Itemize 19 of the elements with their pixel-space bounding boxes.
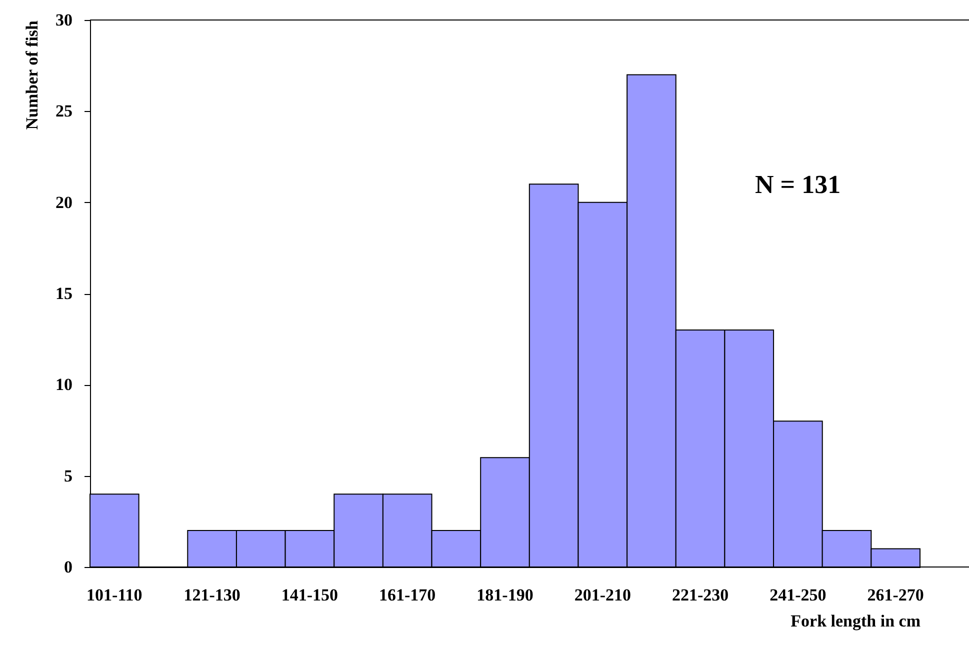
y-axis-title: Number of fish (22, 20, 42, 130)
x-axis-title: Fork length in cm (790, 612, 920, 630)
y-tick-label: 10 (56, 375, 72, 394)
y-tick-label: 0 (64, 558, 72, 576)
y-tick-label: 15 (56, 284, 72, 303)
x-tick-label: 181-190 (476, 586, 534, 604)
x-tick-label: 121-130 (184, 586, 240, 604)
y-tick-label: 5 (64, 466, 72, 486)
y-tick-label: 20 (56, 192, 72, 212)
x-tick-label: 101-110 (86, 586, 142, 604)
x-tick-label: 201-210 (574, 586, 631, 604)
x-tick-label: 161-170 (379, 586, 436, 604)
x-tick-label: 221-230 (672, 586, 729, 604)
annotation: N = 131 (755, 170, 841, 199)
x-tick-label: 141-150 (281, 586, 338, 604)
y-tick-label: 25 (56, 102, 72, 121)
x-tick-label: 261-270 (867, 586, 924, 604)
y-tick-label: 30 (56, 10, 72, 30)
x-tick-label: 241-250 (770, 586, 826, 604)
